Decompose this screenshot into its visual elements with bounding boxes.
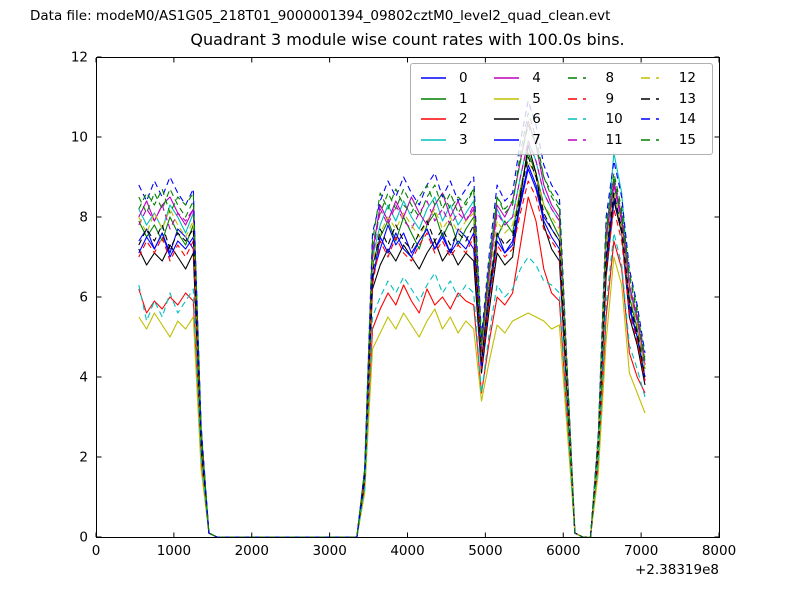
series-line-13 [138, 156, 646, 538]
legend-line-sample-13 [640, 97, 666, 100]
legend-line-sample-6 [494, 118, 520, 121]
series-line-14 [138, 100, 646, 538]
legend-label: 2 [459, 111, 468, 128]
x-tick-label: 1000 [157, 543, 191, 559]
legend-line-sample-1 [421, 97, 446, 100]
legend-entry-7: 7 [488, 130, 561, 151]
legend-line-sample-3 [421, 138, 446, 141]
legend-label: 4 [532, 70, 541, 87]
legend-line-sample-11 [567, 138, 593, 141]
x-tick-label: 8000 [702, 543, 736, 559]
legend-entry-11: 11 [562, 130, 635, 151]
legend-entry-15: 15 [635, 130, 708, 151]
legend-label: 8 [605, 70, 615, 87]
legend-label: 6 [532, 111, 541, 128]
chart-title: Quadrant 3 module wise count rates with … [190, 30, 625, 49]
legend-line-sample-5 [494, 97, 520, 100]
legend-label: 7 [532, 131, 541, 148]
legend-label: 1 [459, 90, 468, 107]
series-line-15 [138, 124, 646, 538]
legend-entry-13: 13 [635, 89, 708, 110]
x-tick-label: 0 [92, 543, 101, 559]
y-tick-label: 0 [79, 530, 88, 546]
legend-entry-8: 8 [562, 68, 635, 89]
legend-line-sample-8 [567, 77, 593, 80]
legend-label: 13 [678, 90, 696, 107]
legend-entry-6: 6 [488, 109, 561, 130]
y-tick-label: 8 [79, 210, 88, 226]
legend-label: 5 [532, 90, 541, 107]
y-tick-label: 12 [71, 50, 88, 66]
axes-frame [96, 57, 720, 538]
legend-line-sample-10 [567, 118, 593, 121]
x-axis-offset-label: +2.38319e8 [635, 562, 719, 578]
y-tick-label: 6 [79, 290, 88, 306]
y-tick-label: 4 [79, 370, 88, 386]
x-tick-label: 2000 [235, 543, 269, 559]
legend-label: 11 [605, 131, 623, 148]
legend-line-sample-2 [421, 118, 446, 121]
legend-label: 0 [459, 70, 468, 87]
legend-entry-10: 10 [562, 109, 635, 130]
x-tick-label: 6000 [546, 543, 580, 559]
legend-entry-12: 12 [635, 68, 708, 89]
legend-label: 14 [678, 111, 696, 128]
legend-entry-0: 0 [415, 68, 488, 89]
series-line-10 [138, 232, 646, 538]
legend-line-sample-0 [421, 77, 446, 80]
series-line-4 [138, 120, 646, 538]
legend-entry-9: 9 [562, 89, 635, 110]
legend-line-sample-12 [640, 77, 666, 80]
series-line-12 [138, 160, 646, 538]
legend-entry-1: 1 [415, 89, 488, 110]
x-tick-label: 5000 [468, 543, 502, 559]
series-line-0 [138, 164, 646, 538]
legend-label: 10 [605, 111, 623, 128]
series-line-8 [138, 112, 646, 538]
legend-entry-5: 5 [488, 89, 561, 110]
legend-label: 15 [678, 131, 696, 148]
datafile-label: Data file: modeM0/AS1G05_218T01_90000013… [30, 8, 611, 24]
y-tick-label: 10 [71, 130, 88, 146]
legend-label: 3 [459, 131, 468, 148]
legend: 0 1 2 3 4 5 6 7 8 9 10 11 12 13 14 15 [410, 63, 713, 155]
legend-label: 9 [605, 90, 615, 107]
series-line-7 [138, 168, 646, 538]
legend-line-sample-7 [494, 138, 520, 141]
legend-line-sample-15 [640, 138, 666, 141]
legend-line-sample-14 [640, 118, 666, 121]
series-line-6 [138, 144, 646, 538]
legend-line-sample-9 [567, 97, 593, 100]
y-tick-label: 2 [79, 450, 88, 466]
legend-label: 12 [678, 70, 696, 87]
legend-entry-14: 14 [635, 109, 708, 130]
x-tick-label: 7000 [624, 543, 658, 559]
legend-entry-2: 2 [415, 109, 488, 130]
legend-entry-3: 3 [415, 130, 488, 151]
x-tick-label: 4000 [390, 543, 424, 559]
x-tick-label: 3000 [312, 543, 346, 559]
legend-entry-4: 4 [488, 68, 561, 89]
legend-line-sample-4 [494, 77, 520, 80]
